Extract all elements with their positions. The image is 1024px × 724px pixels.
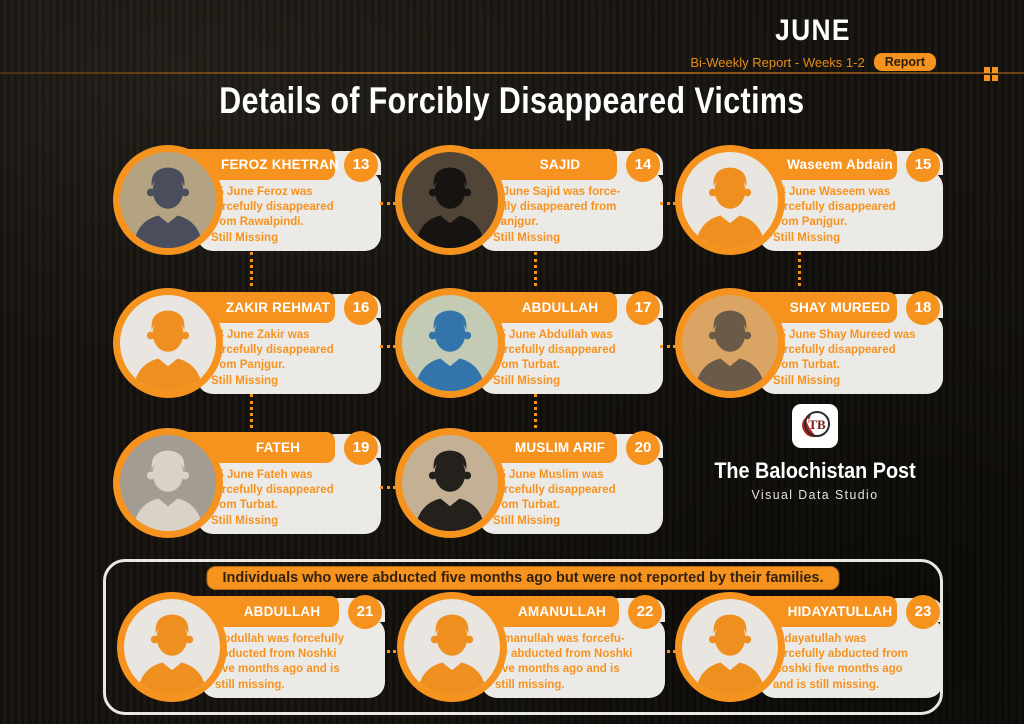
header-divider-line <box>0 72 1024 74</box>
victim-card: ZAKIR REHMAT 16 14 June Zakir was forcef… <box>113 288 381 398</box>
victim-description: 15 June Fateh was forcefully disappeared… <box>211 469 334 527</box>
victim-number-badge: 13 <box>344 148 378 182</box>
victim-description: 15 June Abdullah was forcefully disappea… <box>493 329 616 387</box>
tb-monogram-icon: TB <box>802 411 830 438</box>
report-header: JUNE Bi-Weekly Report - Weeks 1-2 Report <box>690 14 936 71</box>
victim-card: Waseem Abdain 15 14 June Waseem was forc… <box>675 145 943 255</box>
victim-photo <box>675 288 785 398</box>
victim-card: FATEH 19 15 June Fateh was forcefully di… <box>113 428 381 538</box>
person-icon <box>132 310 204 391</box>
dotted-connector <box>660 650 676 653</box>
dotted-connector <box>660 345 676 348</box>
victim-number-badge: 22 <box>628 595 662 629</box>
victim-name: FATEH <box>255 440 301 455</box>
person-icon <box>136 614 208 695</box>
unreported-abductions-section: Individuals who were abducted five month… <box>103 559 943 715</box>
victim-card: SHAY MUREED 18 15 June Shay Mureed was f… <box>675 288 943 398</box>
victim-description: Amanullah was forcefu- lly abducted from… <box>495 633 633 691</box>
victim-card: FEROZ KHETRAN 13 05 June Feroz was force… <box>113 145 381 255</box>
victim-number-badge: 19 <box>344 431 378 465</box>
victim-photo <box>117 592 227 702</box>
victim-photo <box>113 145 223 255</box>
victim-description-panel <box>479 294 663 394</box>
victim-number-badge: 14 <box>626 148 660 182</box>
victim-name: FEROZ KHETRAN <box>221 157 340 172</box>
victim-name: HIDAYATULLAH <box>787 604 893 619</box>
victim-number-badge: 16 <box>344 291 378 325</box>
dotted-connector <box>660 202 676 205</box>
victim-name: Waseem Abdain <box>787 157 893 172</box>
victim-card: AMANULLAH 22 Amanullah was forcefu- lly … <box>397 592 665 702</box>
victim-description: 14 June Waseem was forcefully disappeare… <box>773 186 896 244</box>
page-title: Details of Forcibly Disappeared Victims <box>219 80 805 121</box>
person-icon <box>416 614 488 695</box>
victim-photo <box>113 288 223 398</box>
publisher-studio: Visual Data Studio <box>751 487 879 502</box>
person-icon <box>132 167 204 248</box>
victim-description-panel <box>201 598 385 698</box>
victim-photo <box>395 288 505 398</box>
victim-description: 05 June Feroz was forcefully disappeared… <box>211 186 334 244</box>
person-icon <box>414 310 486 391</box>
victim-photo <box>395 428 505 538</box>
victim-name: MUSLIM ARIF <box>514 440 606 455</box>
victim-photo <box>675 592 785 702</box>
person-icon <box>694 310 766 391</box>
victim-card: ABDULLAH 21 Abdullah was forcefully abdu… <box>117 592 385 702</box>
report-subtitle: Bi-Weekly Report - Weeks 1-2 <box>690 54 865 70</box>
dotted-connector <box>380 486 396 489</box>
publisher-name: The Balochistan Post <box>714 458 916 483</box>
victim-photo <box>395 145 505 255</box>
victim-name: ABDULLAH <box>521 300 599 315</box>
victim-number-badge: 20 <box>626 431 660 465</box>
victim-name: ZAKIR REHMAT <box>225 300 331 315</box>
victim-description: 15 June Shay Mureed was forcefully disap… <box>773 329 916 387</box>
person-icon <box>414 450 486 531</box>
dotted-connector <box>250 394 253 428</box>
victim-number-badge: 17 <box>626 291 660 325</box>
victim-description: 9 June Sajid was force- fully disappeare… <box>493 186 621 244</box>
dotted-connector <box>250 252 253 286</box>
victim-description: 15 June Muslim was forcefully disappeare… <box>493 469 616 527</box>
victim-card: MUSLIM ARIF 20 15 June Muslim was forcef… <box>395 428 663 538</box>
grid-icon <box>984 67 998 81</box>
victim-photo <box>675 145 785 255</box>
report-badge: Report <box>873 53 936 71</box>
dotted-connector <box>380 345 396 348</box>
publisher-logo: TB The Balochistan Post Visual Data Stud… <box>700 404 930 502</box>
victim-name: ABDULLAH <box>243 604 321 619</box>
person-icon <box>132 450 204 531</box>
victim-number-badge: 15 <box>906 148 940 182</box>
victim-number-badge: 23 <box>906 595 940 629</box>
victim-card: SAJID 14 9 June Sajid was force- fully d… <box>395 145 663 255</box>
report-subrow: Bi-Weekly Report - Weeks 1-2 Report <box>690 53 936 71</box>
victim-description-panel <box>197 434 381 534</box>
svg-text:TB: TB <box>808 417 826 432</box>
victim-number-badge: 21 <box>348 595 382 629</box>
dotted-connector <box>798 252 801 286</box>
victim-card: HIDAYATULLAH 23 Hidayatullah was forcefu… <box>675 592 943 702</box>
section-header: Individuals who were abducted five month… <box>206 566 840 590</box>
dotted-connector <box>380 202 396 205</box>
victim-card: ABDULLAH 17 15 June Abdullah was forcefu… <box>395 288 663 398</box>
balochistan-post-logo-icon: TB <box>792 404 838 448</box>
person-icon <box>694 614 766 695</box>
dotted-connector <box>534 252 537 286</box>
dotted-connector <box>534 394 537 428</box>
dotted-connector <box>380 650 396 653</box>
victim-photo <box>113 428 223 538</box>
person-icon <box>694 167 766 248</box>
victim-name: SHAY MUREED <box>789 300 891 315</box>
victim-description: Abdullah was forcefully abducted from No… <box>215 633 345 691</box>
victim-number-badge: 18 <box>906 291 940 325</box>
month-title: JUNE <box>775 14 852 47</box>
victim-name: AMANULLAH <box>517 604 607 619</box>
victim-photo <box>397 592 507 702</box>
victim-description: Hidayatullah was forcefully abducted fro… <box>773 633 908 691</box>
person-icon <box>414 167 486 248</box>
victim-description: 14 June Zakir was forcefully disappeared… <box>211 329 334 387</box>
victim-name: SAJID <box>539 157 581 172</box>
